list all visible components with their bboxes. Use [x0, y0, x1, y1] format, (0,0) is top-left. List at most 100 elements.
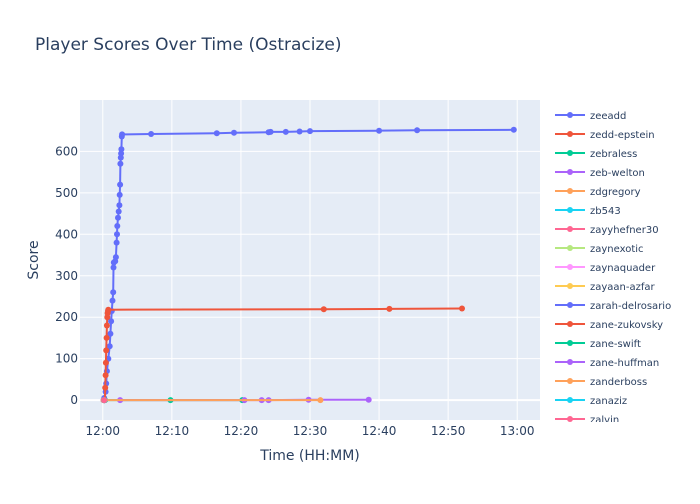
legend-label: zdgregory — [590, 187, 641, 198]
data-point[interactable] — [231, 130, 237, 136]
data-point[interactable] — [103, 347, 109, 353]
legend-label: zanderboss — [590, 377, 647, 388]
data-point[interactable] — [110, 298, 116, 304]
data-point[interactable] — [148, 131, 154, 137]
data-point[interactable] — [101, 397, 107, 403]
data-point[interactable] — [104, 335, 110, 341]
data-point[interactable] — [297, 129, 303, 135]
x-tick-label: 12:00 — [85, 424, 120, 438]
data-point[interactable] — [105, 307, 111, 313]
legend-item[interactable]: zayyhefner30 — [555, 225, 659, 236]
legend-item[interactable]: zane-huffman — [555, 358, 659, 369]
legend-label: zalvin — [590, 415, 619, 426]
y-tick-label: 100 — [55, 352, 78, 366]
legend-marker — [567, 359, 573, 365]
data-point[interactable] — [119, 131, 125, 137]
data-point[interactable] — [214, 130, 220, 136]
data-point[interactable] — [376, 128, 382, 134]
x-tick-label: 12:50 — [431, 424, 466, 438]
y-tick-label: 300 — [55, 269, 78, 283]
legend-marker — [567, 321, 573, 327]
legend-item[interactable]: zanderboss — [555, 377, 647, 388]
data-point[interactable] — [283, 129, 289, 135]
data-point[interactable] — [116, 209, 122, 215]
data-point[interactable] — [117, 161, 123, 167]
legend-marker — [567, 416, 573, 422]
data-point[interactable] — [103, 360, 109, 366]
data-point[interactable] — [414, 127, 420, 133]
y-tick-label: 600 — [55, 144, 78, 158]
legend-item[interactable]: zane-swift — [555, 339, 641, 350]
x-axis-label: Time (HH:MM) — [259, 448, 360, 464]
x-tick-label: 12:30 — [293, 424, 328, 438]
data-point[interactable] — [117, 192, 123, 198]
y-tick-label: 500 — [55, 186, 78, 200]
legend-label: zaynaquader — [590, 263, 656, 274]
data-point[interactable] — [104, 323, 110, 329]
data-point[interactable] — [114, 240, 120, 246]
legend-item[interactable]: zarah-delrosario — [555, 301, 671, 312]
data-point[interactable] — [386, 306, 392, 312]
legend-item[interactable]: zaynexotic — [555, 244, 644, 255]
legend-label: zayyhefner30 — [590, 225, 659, 236]
data-point[interactable] — [113, 254, 119, 260]
legend-item[interactable]: zb543 — [555, 206, 621, 217]
series-zalvin[interactable] — [101, 397, 107, 403]
legend-item[interactable]: zeeadd — [555, 111, 626, 122]
data-point[interactable] — [268, 129, 274, 135]
legend-item[interactable]: zdgregory — [555, 187, 641, 198]
x-tick-label: 12:10 — [155, 424, 190, 438]
legend-marker — [567, 378, 573, 384]
legend-marker — [567, 283, 573, 289]
legend-marker — [567, 302, 573, 308]
legend[interactable]: zeeadd zedd-epstein zebraless zeb-welton zdg… — [555, 111, 671, 426]
legend-label: zaynexotic — [590, 244, 644, 255]
legend-item[interactable]: zanaziz — [555, 396, 627, 407]
legend-marker — [567, 226, 573, 232]
legend-marker — [567, 340, 573, 346]
data-point[interactable] — [366, 397, 372, 403]
legend-label: zebraless — [590, 149, 637, 160]
data-point[interactable] — [307, 128, 313, 134]
legend-item[interactable]: zedd-epstein — [555, 130, 655, 141]
legend-item[interactable]: zebraless — [555, 149, 637, 160]
data-point[interactable] — [118, 146, 124, 152]
data-point[interactable] — [114, 223, 120, 229]
data-point[interactable] — [321, 306, 327, 312]
data-point[interactable] — [459, 306, 465, 312]
legend-item[interactable]: zalvin — [555, 415, 619, 426]
data-point[interactable] — [317, 397, 323, 403]
legend-item[interactable]: zayaan-azfar — [555, 282, 656, 293]
legend-item[interactable]: zeb-welton — [555, 168, 645, 179]
data-point[interactable] — [117, 182, 123, 188]
data-point[interactable] — [511, 127, 517, 133]
legend-label: zarah-delrosario — [590, 301, 671, 312]
y-tick-label: 200 — [55, 310, 78, 324]
data-point[interactable] — [114, 231, 120, 237]
legend-marker — [567, 397, 573, 403]
legend-label: zedd-epstein — [590, 130, 655, 141]
legend-label: zayaan-azfar — [590, 282, 656, 293]
chart-title: Player Scores Over Time (Ostracize) — [35, 35, 342, 55]
legend-item[interactable]: zaynaquader — [555, 263, 656, 274]
legend-label: zeeadd — [590, 111, 626, 122]
legend-marker — [567, 264, 573, 270]
y-tick-label: 400 — [55, 227, 78, 241]
data-point[interactable] — [103, 372, 109, 378]
legend-marker — [567, 150, 573, 156]
data-point[interactable] — [116, 202, 122, 208]
legend-label: zb543 — [590, 206, 621, 217]
x-tick-label: 13:00 — [500, 424, 535, 438]
data-point[interactable] — [115, 215, 121, 221]
data-point[interactable] — [110, 289, 116, 295]
legend-label: zane-swift — [590, 339, 641, 350]
legend-item[interactable]: zane-zukovsky — [555, 320, 663, 331]
legend-marker — [567, 207, 573, 213]
legend-marker — [567, 245, 573, 251]
data-point[interactable] — [102, 385, 108, 391]
legend-marker — [567, 188, 573, 194]
